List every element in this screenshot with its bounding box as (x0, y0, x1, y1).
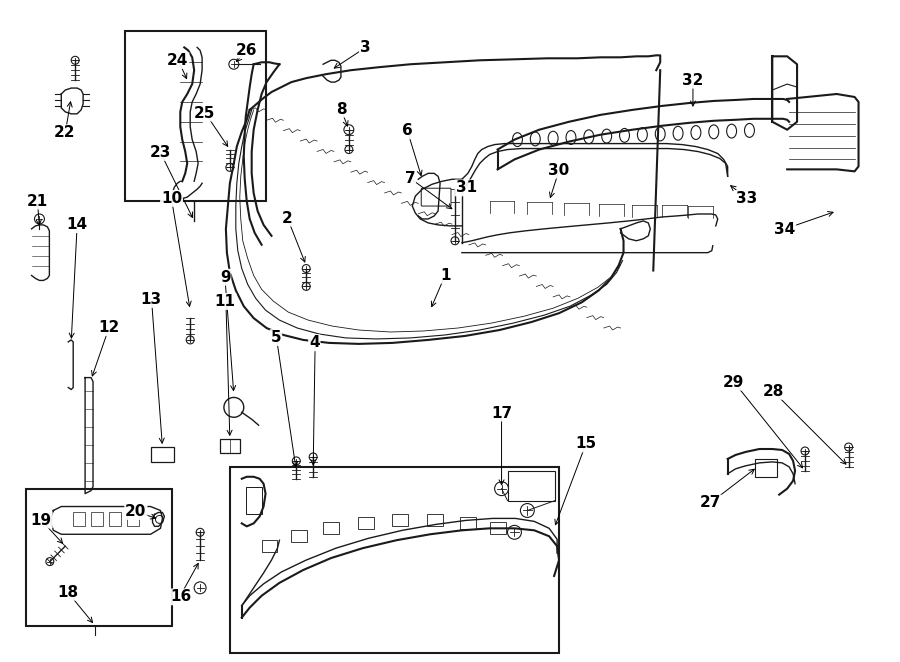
Bar (262, 540, 277, 552)
Bar (220, 439, 239, 453)
Text: 5: 5 (271, 330, 282, 345)
Bar (460, 518, 476, 530)
Text: 16: 16 (170, 589, 191, 604)
Bar (246, 487, 262, 514)
Text: 8: 8 (336, 102, 346, 117)
Text: 9: 9 (220, 269, 230, 285)
Bar (358, 518, 374, 530)
Bar (292, 530, 307, 542)
Text: 24: 24 (167, 53, 188, 68)
Text: 21: 21 (27, 193, 49, 209)
Text: 26: 26 (236, 42, 257, 58)
Text: 3: 3 (360, 40, 371, 55)
Text: 18: 18 (58, 585, 78, 600)
Text: 19: 19 (31, 512, 52, 528)
Text: 32: 32 (682, 73, 704, 88)
Text: 4: 4 (309, 336, 320, 350)
Bar (508, 471, 555, 500)
Bar (91, 512, 103, 526)
Bar (125, 30, 266, 201)
Text: 11: 11 (214, 294, 236, 309)
Text: 30: 30 (548, 163, 570, 177)
Bar (428, 514, 443, 526)
Text: 1: 1 (440, 267, 451, 283)
Bar (109, 512, 121, 526)
Text: 12: 12 (98, 320, 120, 335)
Bar (150, 447, 175, 462)
Text: 7: 7 (404, 171, 415, 186)
Text: 29: 29 (723, 375, 744, 390)
Bar (127, 512, 139, 526)
Bar (392, 514, 409, 526)
Text: 20: 20 (125, 504, 147, 519)
Text: 33: 33 (735, 191, 757, 206)
Text: 22: 22 (54, 125, 76, 140)
Text: 15: 15 (575, 436, 596, 451)
Text: 27: 27 (700, 495, 721, 510)
Text: 13: 13 (140, 292, 162, 307)
Text: 2: 2 (283, 211, 293, 226)
Text: 23: 23 (149, 145, 171, 160)
Bar (755, 459, 778, 477)
Text: 34: 34 (774, 222, 796, 237)
Bar (323, 522, 339, 534)
Bar (490, 522, 506, 534)
Text: 10: 10 (161, 191, 182, 206)
Text: 28: 28 (762, 384, 784, 399)
Text: 25: 25 (194, 105, 215, 120)
Bar (25, 489, 172, 626)
Bar (230, 467, 559, 653)
Text: 31: 31 (455, 181, 477, 195)
Text: 17: 17 (491, 406, 512, 420)
Text: 6: 6 (401, 123, 412, 138)
Bar (73, 512, 86, 526)
Text: 14: 14 (67, 217, 87, 232)
